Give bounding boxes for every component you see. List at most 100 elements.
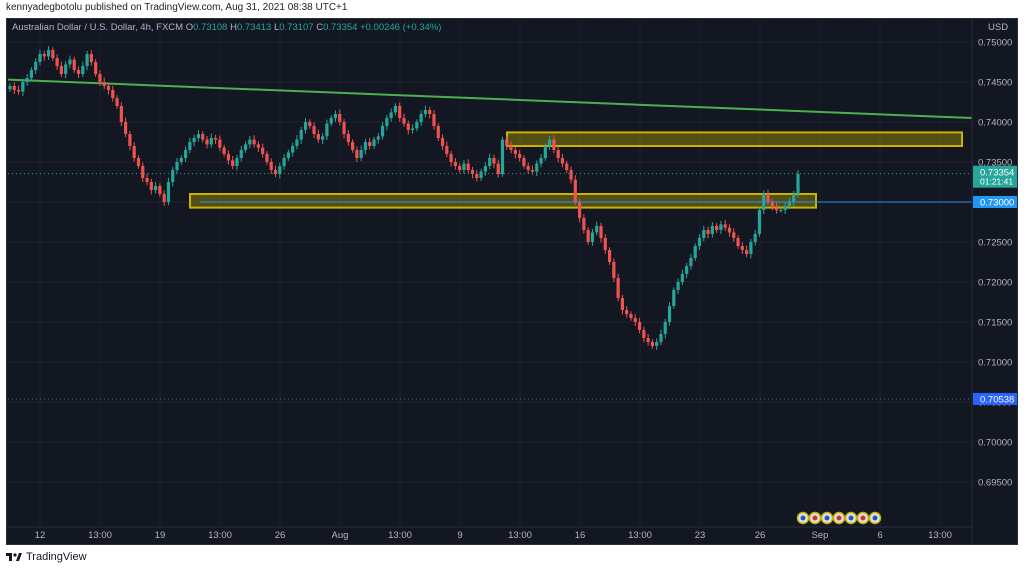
candle-body: [261, 147, 265, 154]
low-value: 0.73107: [279, 22, 314, 33]
candle-body: [719, 224, 723, 230]
candle-body: [46, 50, 51, 57]
candle-body: [265, 154, 269, 162]
candle-body: [175, 162, 179, 170]
candle-body: [715, 226, 719, 230]
candle-body: [509, 146, 513, 150]
grid-lines: [8, 22, 972, 527]
price-axis-bg: [972, 19, 1017, 544]
candle-body: [282, 158, 286, 166]
zones: [189, 131, 963, 209]
candle-body: [222, 147, 226, 154]
candle-body: [642, 330, 646, 338]
time-tick-label: 6: [877, 530, 882, 541]
candle-body: [201, 134, 205, 140]
candle-body: [462, 163, 466, 170]
candle-body: [466, 163, 470, 170]
candle-body: [329, 118, 333, 124]
candle-body: [64, 64, 68, 74]
candle-body: [141, 166, 145, 178]
candle-body: [363, 142, 368, 150]
candle-body: [102, 82, 106, 86]
candle-body: [51, 50, 55, 58]
trendline: [7, 78, 973, 119]
event-flag-dot: [812, 515, 818, 521]
candle-body: [196, 134, 201, 138]
event-flag-dot: [848, 515, 854, 521]
candle-body: [646, 338, 650, 342]
candle-body: [548, 139, 552, 146]
time-tick-label: 13:00: [628, 530, 652, 541]
candle-body: [38, 54, 42, 62]
price-tick-label: 0.71000: [978, 358, 1012, 369]
candle-body: [252, 139, 256, 145]
candle-body: [475, 174, 479, 178]
candle-body: [346, 134, 350, 142]
candle-body: [312, 126, 316, 134]
candle-body: [171, 170, 175, 182]
candle-body: [76, 70, 81, 74]
candle-body: [359, 150, 363, 158]
candle-body: [81, 66, 85, 74]
candle-body: [402, 118, 406, 124]
candle-body: [72, 59, 76, 70]
candles: [8, 46, 800, 350]
candle-body: [740, 246, 744, 250]
symbol-title: Australian Dollar / U.S. Dollar, 4h, FXC…: [12, 22, 184, 33]
candle-body: [796, 174, 800, 194]
candle-body: [727, 227, 732, 233]
candle-body: [518, 154, 522, 158]
candle-body: [299, 130, 303, 140]
time-tick-label: 26: [275, 530, 286, 541]
high-label: H: [230, 22, 237, 33]
candle-body: [556, 150, 560, 158]
event-flag-dot: [836, 515, 842, 521]
candle-body: [582, 218, 586, 230]
candle-body: [650, 342, 654, 346]
candle-body: [136, 158, 141, 166]
candle-body: [235, 158, 239, 166]
candle-body: [603, 238, 607, 250]
candle-body: [736, 238, 740, 246]
candle-body: [505, 139, 509, 146]
footer: TradingView: [6, 549, 87, 565]
candle-body: [213, 138, 218, 140]
candle-body: [428, 110, 432, 114]
candle-body: [162, 194, 166, 202]
level-price-badge: [973, 196, 1017, 208]
candle-body: [372, 139, 376, 146]
candle-body: [209, 138, 213, 145]
candle-body: [445, 146, 449, 154]
candle-body: [774, 206, 779, 210]
candle-body: [205, 139, 209, 145]
candle-body: [530, 170, 535, 172]
candle-body: [449, 154, 453, 162]
countdown-timer: 01:21:41: [980, 177, 1013, 187]
candle-body: [680, 274, 684, 282]
tradingview-logo-icon: [6, 553, 22, 561]
event-icons: [796, 511, 882, 525]
dotted-price-value: 0.70538: [980, 394, 1014, 405]
candle-body: [470, 170, 475, 174]
candle-body: [569, 170, 573, 180]
candle-body: [479, 171, 483, 178]
ohlc-legend: Australian Dollar / U.S. Dollar, 4h, FXC…: [12, 22, 441, 33]
event-flag-dot: [872, 515, 878, 521]
candle-body: [496, 163, 500, 174]
open-label: O: [185, 22, 194, 33]
candle-body: [749, 242, 753, 254]
candle-body: [419, 114, 423, 122]
event-flag-dot: [860, 515, 866, 521]
candle-body: [325, 123, 329, 137]
candle-body: [552, 139, 556, 150]
candle-body: [483, 166, 487, 172]
candle-body: [128, 134, 132, 146]
dotted-price-badge: [973, 392, 1017, 405]
candle-body: [12, 86, 16, 90]
candle-body: [779, 210, 783, 211]
candle-body: [513, 150, 517, 154]
price-axis: USD 0.75000 0.74500 0.74000 0.73500 0.73000 0.…: [971, 19, 1017, 544]
candle-body: [586, 230, 590, 242]
candle-body: [607, 250, 612, 262]
